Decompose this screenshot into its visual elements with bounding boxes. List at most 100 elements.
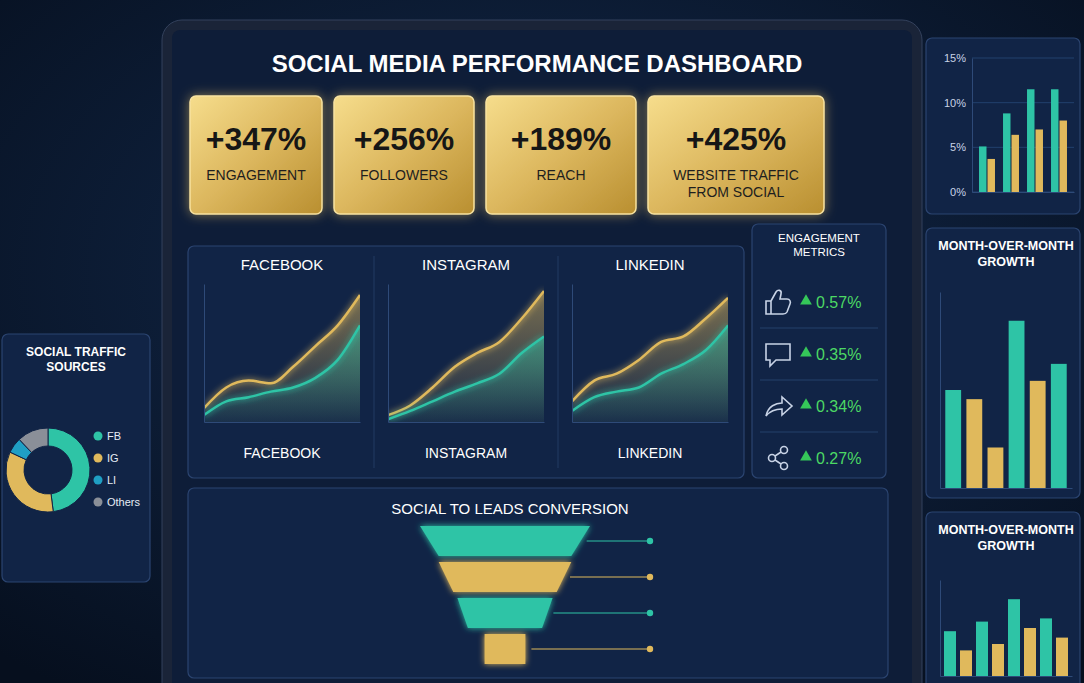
tick-label: 10% — [944, 97, 966, 109]
up-arrow — [800, 294, 812, 304]
dashboard: SOCIAL MEDIA PERFORMANCE DASHBOARD+347%E… — [0, 0, 1084, 683]
axis-line — [941, 488, 1073, 489]
kpi-label: REACH — [536, 167, 585, 183]
plot-area — [979, 89, 1067, 192]
bar-panel — [926, 228, 1080, 498]
area — [204, 325, 360, 422]
legend-swatch — [94, 498, 103, 507]
divider — [558, 256, 559, 468]
axis-line — [973, 192, 1075, 193]
area — [572, 298, 728, 422]
legend-label: FB — [107, 430, 121, 442]
engagement-panel — [752, 224, 886, 478]
text-line: GROWTH — [978, 255, 1035, 269]
axis-title: FACEBOOK — [243, 445, 321, 461]
bar — [1056, 638, 1068, 676]
divider — [760, 380, 878, 381]
area — [572, 325, 728, 422]
legend-label: IG — [107, 452, 119, 464]
metric-value: 0.57% — [816, 294, 861, 311]
monitor-screen — [172, 30, 912, 683]
text-line: ENGAGEMENT — [778, 232, 860, 244]
area — [388, 291, 544, 422]
bar — [988, 159, 995, 192]
legend-label: LI — [107, 474, 116, 486]
leader-dot — [647, 646, 653, 652]
plot-area — [420, 526, 590, 664]
axis-line — [389, 422, 545, 423]
up-arrow — [800, 346, 812, 356]
kpi-value: +425% — [686, 121, 787, 157]
text-line: FOLLOWERS — [360, 167, 448, 183]
icon-shape — [766, 344, 790, 366]
panel-title: ENGAGEMENT METRICS — [778, 232, 860, 258]
bar — [945, 390, 961, 488]
slice — [48, 428, 90, 512]
leader-dot — [647, 538, 653, 544]
icon-shape — [781, 463, 788, 470]
plot-area — [945, 321, 1066, 488]
text-line: GROWTH — [978, 539, 1035, 553]
bar — [1003, 113, 1010, 192]
tick: 10% — [944, 97, 972, 109]
tick-label: 15% — [944, 52, 966, 64]
bar — [1024, 628, 1036, 676]
grid-line — [972, 102, 1074, 103]
icon — [766, 397, 792, 416]
kpi-value: +347% — [206, 121, 307, 157]
line — [204, 325, 360, 415]
tick: 15% — [944, 52, 972, 64]
funnel-stage — [420, 526, 590, 556]
x-axis — [941, 488, 1073, 489]
kpi-card — [648, 96, 824, 214]
text-line: FROM SOCIAL — [688, 184, 785, 200]
axis-line — [940, 293, 941, 489]
text-line: REACH — [536, 167, 585, 183]
bar — [988, 447, 1004, 488]
icon-shape — [781, 447, 788, 454]
chart-title: LINKEDIN — [615, 256, 684, 273]
plot-area — [6, 428, 90, 512]
leader-line — [531, 648, 650, 649]
kpi-label: FOLLOWERS — [360, 167, 448, 183]
icon — [769, 447, 788, 470]
x-axis — [941, 676, 1073, 677]
leader-line — [553, 612, 650, 613]
line — [572, 325, 728, 411]
leader-dot — [647, 610, 653, 616]
bar — [1040, 618, 1052, 676]
bar — [992, 644, 1004, 676]
funnel-panel — [188, 488, 888, 678]
monitor-bezel — [162, 20, 922, 683]
axis — [573, 422, 729, 423]
chart-title: MONTH-OVER-MONTH GROWTH — [938, 523, 1073, 553]
kpi-card — [334, 96, 474, 214]
plot-area — [572, 298, 728, 422]
text-line: MONTH-OVER-MONTH — [938, 523, 1073, 537]
text-line: SOURCES — [46, 360, 105, 374]
legend-swatch — [94, 432, 103, 441]
up-arrow — [800, 398, 812, 408]
kpi-label: ENGAGEMENT — [206, 167, 306, 183]
grid-line — [972, 192, 1074, 193]
chart-title: INSTAGRAM — [422, 256, 510, 273]
bar — [1036, 129, 1043, 192]
slice — [19, 428, 48, 453]
leader-line — [587, 540, 650, 541]
kpi-value: +189% — [511, 121, 612, 157]
funnel-stage — [457, 598, 552, 628]
axis — [389, 422, 545, 423]
divider — [760, 432, 878, 433]
kpi-value: +256% — [354, 121, 455, 157]
chart-title: FACEBOOK — [241, 256, 324, 273]
chart-title: MONTH-OVER-MONTHGROWTH — [938, 239, 1073, 269]
traffic-panel — [2, 334, 150, 582]
tick: 5% — [950, 141, 972, 153]
funnel-stage — [439, 562, 572, 592]
icon — [766, 344, 790, 366]
text-line: METRICS — [793, 246, 845, 258]
bar — [966, 399, 982, 488]
metric-value: 0.27% — [816, 450, 861, 467]
icon-shape — [769, 455, 776, 462]
bar — [979, 146, 986, 192]
